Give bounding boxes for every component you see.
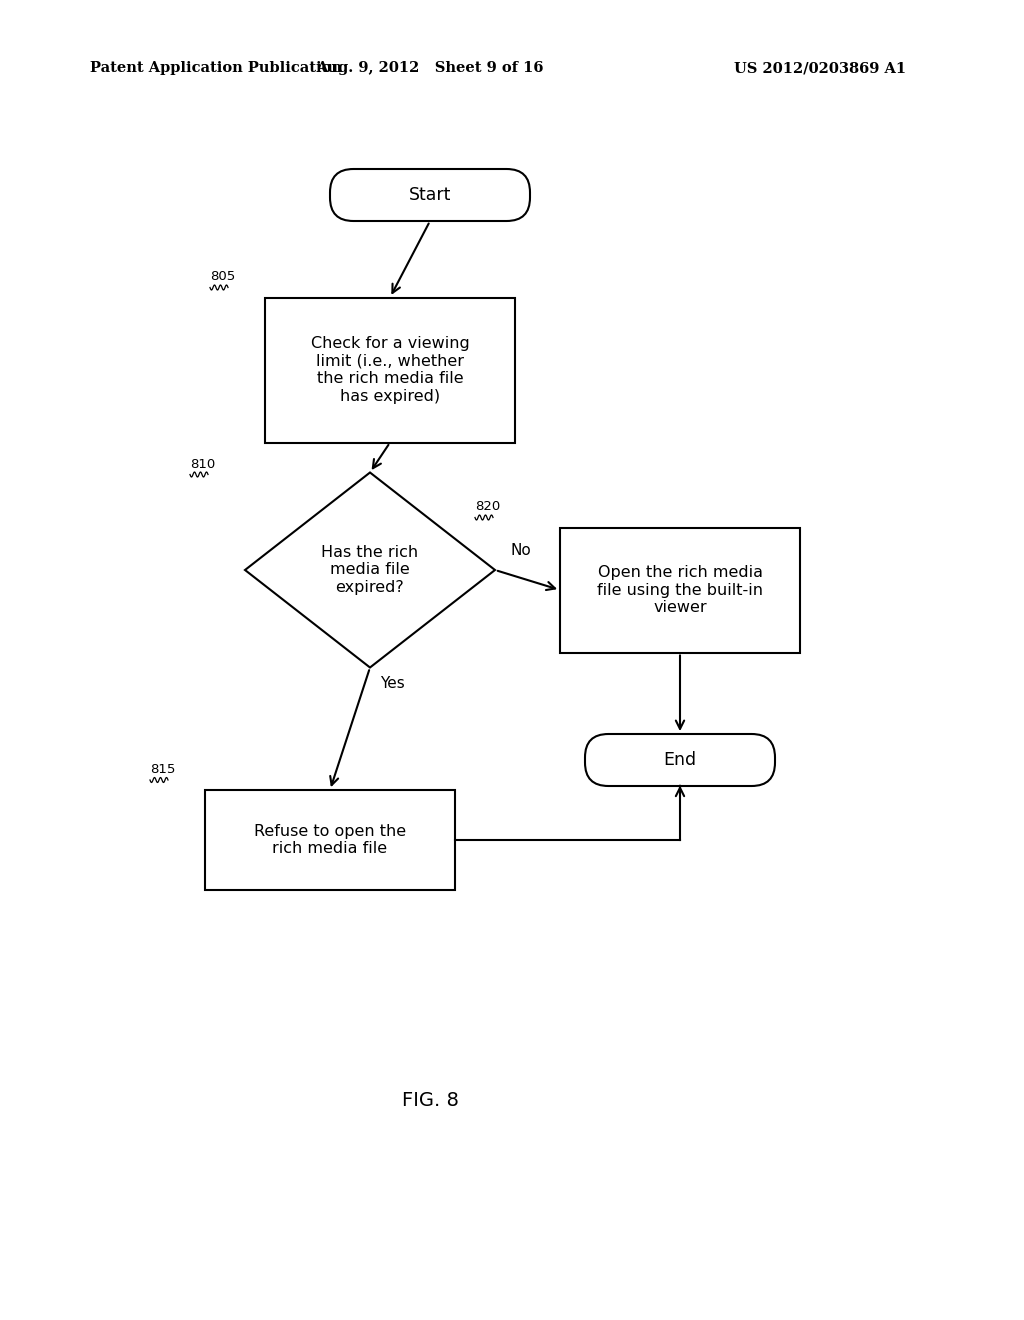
Text: 810: 810: [190, 458, 215, 470]
Text: Check for a viewing
limit (i.e., whether
the rich media file
has expired): Check for a viewing limit (i.e., whether…: [310, 337, 469, 404]
Text: 815: 815: [150, 763, 175, 776]
Text: Open the rich media
file using the built-in
viewer: Open the rich media file using the built…: [597, 565, 763, 615]
Text: 805: 805: [210, 271, 236, 284]
Text: US 2012/0203869 A1: US 2012/0203869 A1: [734, 61, 906, 75]
Bar: [205, 789, 455, 890]
Text: Aug. 9, 2012   Sheet 9 of 16: Aug. 9, 2012 Sheet 9 of 16: [316, 61, 544, 75]
FancyBboxPatch shape: [330, 169, 530, 220]
Bar: [265, 297, 515, 442]
Text: Start: Start: [409, 186, 452, 205]
Text: No: No: [510, 543, 530, 558]
FancyBboxPatch shape: [585, 734, 775, 785]
Text: Has the rich
media file
expired?: Has the rich media file expired?: [322, 545, 419, 595]
Text: 820: 820: [475, 500, 501, 513]
Text: End: End: [664, 751, 696, 770]
Text: FIG. 8: FIG. 8: [401, 1090, 459, 1110]
Polygon shape: [245, 473, 495, 668]
Text: Refuse to open the
rich media file: Refuse to open the rich media file: [254, 824, 407, 857]
Bar: [560, 528, 800, 652]
Text: Yes: Yes: [380, 676, 404, 690]
Text: Patent Application Publication: Patent Application Publication: [90, 61, 342, 75]
